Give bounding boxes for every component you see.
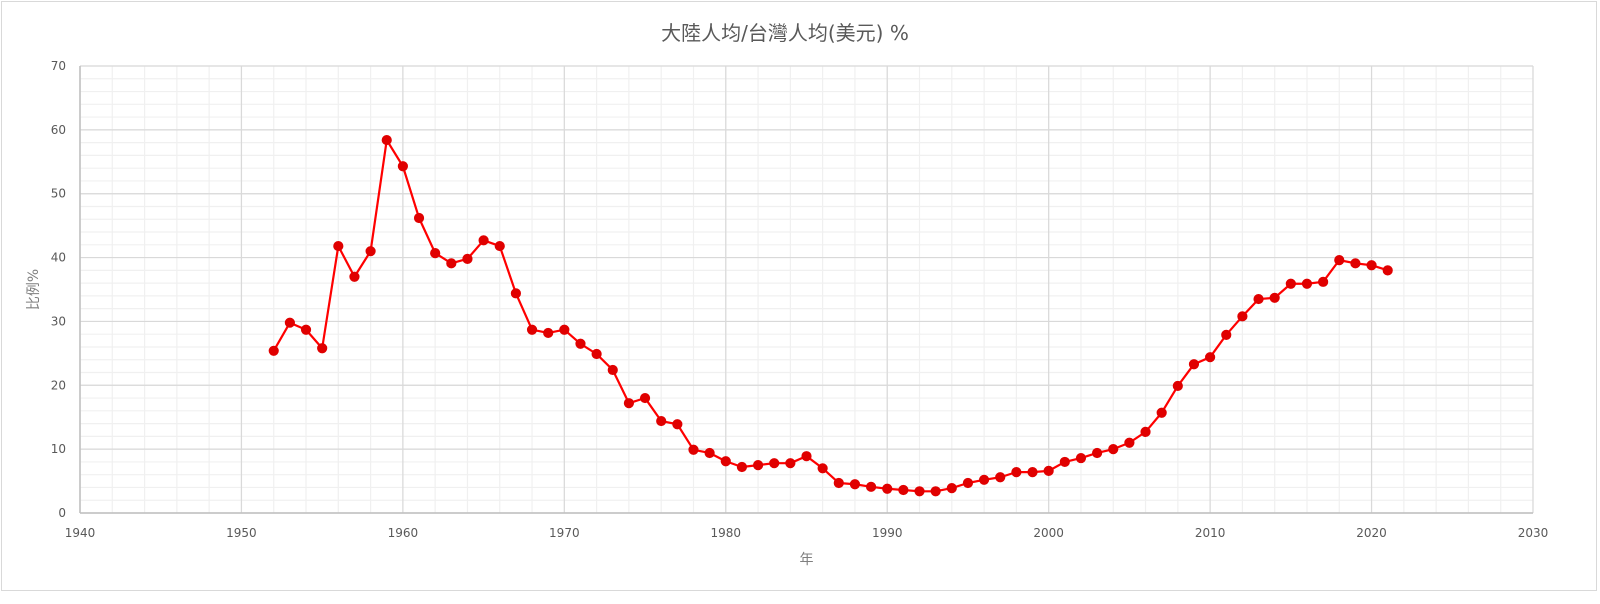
- data-series: [268, 134, 1393, 497]
- data-point-marker[interactable]: [801, 451, 812, 462]
- data-point-marker[interactable]: [639, 392, 651, 404]
- major-gridlines: [79, 65, 1534, 514]
- data-point-marker[interactable]: [1382, 265, 1393, 276]
- data-point-marker[interactable]: [1221, 329, 1232, 340]
- data-point-marker[interactable]: [688, 444, 699, 455]
- x-tick-label: 2020: [1356, 526, 1387, 540]
- data-point-marker[interactable]: [284, 317, 295, 328]
- data-point-marker[interactable]: [1366, 260, 1377, 271]
- x-tick-label: 1990: [872, 526, 903, 540]
- x-tick-label: 1940: [65, 526, 96, 540]
- data-point-marker[interactable]: [1075, 452, 1087, 464]
- axes: [79, 66, 1533, 514]
- data-point-marker[interactable]: [397, 161, 408, 172]
- data-point-marker[interactable]: [817, 463, 828, 474]
- y-tick-label: 0: [58, 506, 66, 520]
- data-point-marker[interactable]: [1043, 465, 1054, 476]
- y-tick-label: 20: [51, 378, 66, 392]
- data-point-marker[interactable]: [672, 419, 683, 430]
- data-point-marker[interactable]: [1108, 444, 1119, 455]
- data-point-marker[interactable]: [656, 415, 667, 427]
- data-point-marker[interactable]: [898, 484, 909, 496]
- data-point-marker[interactable]: [1011, 467, 1022, 478]
- data-point-marker[interactable]: [1205, 352, 1216, 363]
- data-point-marker[interactable]: [1334, 255, 1345, 266]
- data-point-marker[interactable]: [720, 456, 731, 467]
- data-point-marker[interactable]: [623, 398, 635, 409]
- y-tick-label: 40: [51, 251, 66, 265]
- data-point-marker[interactable]: [607, 364, 618, 376]
- data-point-marker[interactable]: [526, 324, 538, 335]
- data-point-marker[interactable]: [962, 477, 974, 489]
- data-point-marker[interactable]: [365, 246, 376, 257]
- data-point-marker[interactable]: [430, 248, 441, 259]
- data-point-marker[interactable]: [704, 447, 715, 459]
- data-point-marker[interactable]: [591, 348, 602, 360]
- y-tick-label: 60: [51, 123, 66, 137]
- data-point-marker[interactable]: [446, 258, 457, 269]
- data-point-marker[interactable]: [349, 271, 360, 282]
- data-point-marker[interactable]: [1188, 359, 1200, 370]
- data-point-marker[interactable]: [559, 324, 570, 335]
- y-tick-label: 30: [51, 314, 66, 328]
- data-point-marker[interactable]: [575, 338, 586, 349]
- y-tick-label: 50: [51, 187, 66, 201]
- data-point-marker[interactable]: [494, 240, 505, 252]
- data-point-marker[interactable]: [930, 486, 941, 497]
- data-point-marker[interactable]: [1253, 293, 1264, 305]
- data-point-marker[interactable]: [462, 253, 473, 264]
- x-tick-label: 1960: [388, 526, 419, 540]
- data-point-marker[interactable]: [1318, 276, 1329, 287]
- data-point-marker[interactable]: [946, 482, 957, 494]
- data-point-marker[interactable]: [543, 327, 554, 339]
- data-point-marker[interactable]: [478, 235, 489, 246]
- x-tick-label: 1970: [549, 526, 580, 540]
- data-point-marker[interactable]: [1156, 407, 1167, 418]
- data-point-marker[interactable]: [1269, 292, 1280, 303]
- data-point-marker[interactable]: [333, 240, 344, 252]
- data-point-marker[interactable]: [833, 477, 844, 489]
- series-line: [272, 138, 1389, 493]
- data-point-marker[interactable]: [413, 212, 425, 224]
- data-point-marker[interactable]: [914, 486, 925, 497]
- data-point-marker[interactable]: [1350, 258, 1361, 269]
- data-point-marker[interactable]: [1124, 437, 1135, 448]
- data-point-marker[interactable]: [1237, 311, 1248, 322]
- data-point-marker[interactable]: [769, 458, 780, 469]
- data-point-marker[interactable]: [300, 324, 312, 335]
- data-point-marker[interactable]: [1027, 467, 1038, 478]
- minor-gridlines: [79, 65, 1534, 514]
- y-tick-label: 70: [51, 59, 66, 73]
- y-axis-label: 比例%: [26, 269, 42, 310]
- data-point-marker[interactable]: [1059, 456, 1070, 468]
- x-tick-label: 2000: [1033, 526, 1064, 540]
- data-point-marker[interactable]: [752, 460, 764, 471]
- x-tick-label: 2030: [1518, 526, 1549, 540]
- data-point-marker[interactable]: [882, 483, 893, 494]
- data-point-marker[interactable]: [1285, 278, 1296, 289]
- data-point-marker[interactable]: [268, 345, 279, 356]
- x-axis-tick-labels: 1940 1950 1960 1970 1980 1990 2000 2010 2020 2030: [65, 526, 1549, 540]
- data-point-marker[interactable]: [995, 472, 1006, 483]
- x-tick-label: 2010: [1195, 526, 1226, 540]
- y-axis-tick-labels: 0 10 20 30 40 50 60 70: [51, 59, 66, 520]
- data-point-marker[interactable]: [736, 461, 748, 473]
- data-point-marker[interactable]: [978, 474, 990, 485]
- data-point-marker[interactable]: [1172, 380, 1183, 392]
- data-point-marker[interactable]: [1140, 426, 1151, 438]
- x-axis-label: 年: [800, 552, 814, 568]
- data-point-marker[interactable]: [1301, 278, 1313, 289]
- data-point-marker[interactable]: [1092, 447, 1103, 459]
- data-point-marker[interactable]: [381, 134, 392, 146]
- x-tick-label: 1980: [711, 526, 742, 540]
- y-tick-label: 10: [51, 442, 66, 456]
- x-tick-label: 1950: [226, 526, 257, 540]
- data-point-marker[interactable]: [865, 481, 877, 492]
- data-point-marker[interactable]: [317, 343, 328, 354]
- data-point-marker[interactable]: [849, 479, 861, 490]
- chart-title: 大陸人均/台灣人均(美元) %: [661, 21, 909, 45]
- data-point-marker[interactable]: [510, 288, 522, 299]
- data-point-marker[interactable]: [785, 458, 796, 469]
